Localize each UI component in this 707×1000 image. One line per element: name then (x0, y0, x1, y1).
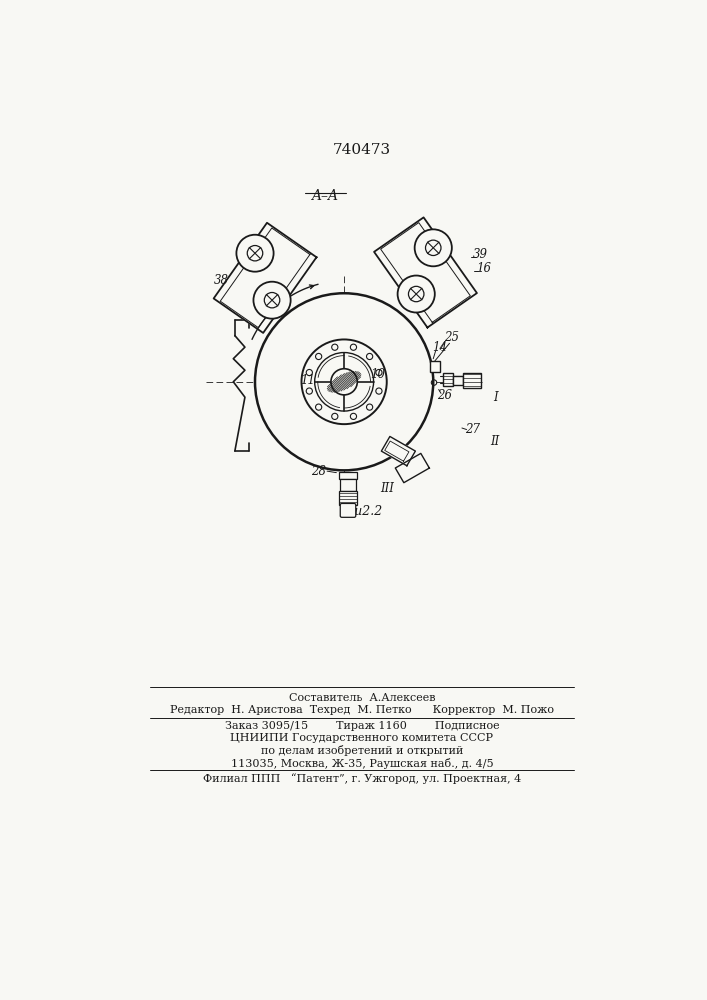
FancyBboxPatch shape (340, 479, 356, 491)
Text: 10: 10 (370, 368, 385, 381)
Text: 740473: 740473 (333, 143, 391, 157)
Circle shape (236, 235, 274, 272)
Text: 27: 27 (465, 423, 480, 436)
Text: Редактор  Н. Аристова  Техред  М. Петко      Корректор  М. Пожо: Редактор Н. Аристова Техред М. Петко Кор… (170, 705, 554, 715)
Circle shape (409, 286, 424, 302)
Text: Филиал ППП   “Патент”, г. Ужгород, ул. Проектная, 4: Филиал ППП “Патент”, г. Ужгород, ул. Про… (203, 773, 521, 784)
Circle shape (332, 413, 338, 419)
Text: 16: 16 (476, 262, 491, 275)
Polygon shape (374, 217, 477, 328)
Text: Составитель  А.Алексеев: Составитель А.Алексеев (288, 693, 436, 703)
Circle shape (253, 282, 291, 319)
Circle shape (255, 293, 433, 470)
Circle shape (306, 369, 312, 376)
FancyBboxPatch shape (453, 376, 464, 385)
Text: 14: 14 (432, 341, 447, 354)
Text: A–A: A–A (311, 189, 338, 203)
Text: III: III (380, 482, 394, 495)
FancyBboxPatch shape (464, 373, 481, 388)
FancyBboxPatch shape (430, 361, 440, 372)
Circle shape (315, 404, 322, 410)
Circle shape (315, 353, 373, 411)
Text: 11: 11 (300, 374, 315, 387)
Text: по делам изобретений и открытий: по делам изобретений и открытий (261, 745, 463, 756)
Circle shape (315, 353, 322, 360)
Circle shape (301, 339, 387, 424)
FancyBboxPatch shape (339, 491, 357, 505)
Text: Заказ 3095/15        Тираж 1160        Подписное: Заказ 3095/15 Тираж 1160 Подписное (225, 721, 499, 731)
FancyBboxPatch shape (339, 472, 357, 479)
Circle shape (351, 413, 356, 419)
FancyBboxPatch shape (340, 503, 356, 517)
Text: 25: 25 (443, 331, 459, 344)
Text: 28: 28 (311, 465, 326, 478)
Text: 38: 38 (214, 274, 229, 287)
Circle shape (247, 246, 263, 261)
Circle shape (366, 404, 373, 410)
Polygon shape (214, 223, 317, 333)
Circle shape (376, 369, 382, 376)
Text: Φu2.2: Φu2.2 (344, 505, 382, 518)
Circle shape (366, 353, 373, 360)
Text: 26: 26 (437, 389, 452, 402)
Circle shape (426, 240, 441, 256)
FancyBboxPatch shape (443, 373, 453, 386)
Circle shape (351, 344, 356, 350)
Circle shape (331, 369, 357, 395)
Circle shape (376, 388, 382, 394)
Polygon shape (395, 453, 429, 483)
Text: 39: 39 (473, 248, 488, 261)
Circle shape (414, 229, 452, 266)
Text: II: II (491, 435, 500, 448)
Circle shape (306, 388, 312, 394)
Circle shape (264, 292, 280, 308)
Text: I: I (493, 391, 498, 404)
Circle shape (332, 344, 338, 350)
Polygon shape (381, 436, 416, 466)
Circle shape (397, 276, 435, 312)
Text: ЦНИИПИ Государственного комитета СССР: ЦНИИПИ Государственного комитета СССР (230, 733, 493, 743)
Text: 113035, Москва, Ж-35, Раушская наб., д. 4/5: 113035, Москва, Ж-35, Раушская наб., д. … (230, 758, 493, 769)
